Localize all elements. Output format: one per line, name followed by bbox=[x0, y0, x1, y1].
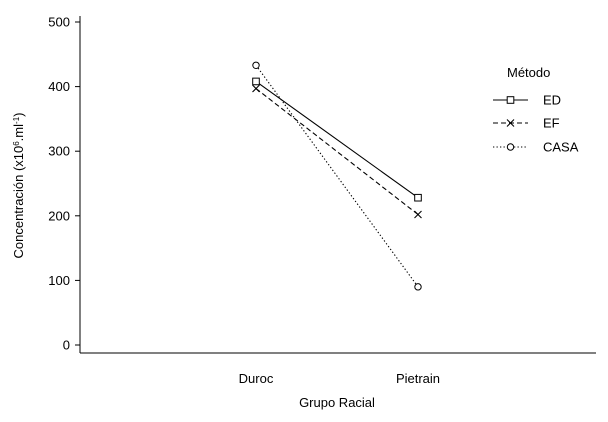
y-axis-title: Concentración (x106.ml-1) bbox=[11, 113, 26, 259]
legend-label-ef: EF bbox=[543, 116, 560, 131]
x-ticks: Duroc Pietrain bbox=[239, 371, 440, 386]
data-point-ed bbox=[414, 193, 422, 202]
series-ed bbox=[252, 77, 422, 202]
data-point-casa bbox=[414, 283, 422, 291]
legend-item-casa: CASA bbox=[493, 140, 579, 155]
y-axis-title-mid: .ml bbox=[11, 124, 26, 141]
y-axis-title-suffix: ) bbox=[11, 113, 26, 117]
data-point-ef bbox=[414, 210, 422, 219]
data-point-casa bbox=[252, 61, 260, 69]
x-tick-label: Duroc bbox=[239, 371, 274, 386]
legend: Método ED EF CASA bbox=[493, 65, 579, 155]
y-tick-label: 500 bbox=[48, 15, 70, 30]
y-axis-title-exp2: -1 bbox=[12, 116, 21, 124]
x-axis-title: Grupo Racial bbox=[299, 395, 375, 410]
series-casa bbox=[252, 61, 422, 291]
x-tick-label: Pietrain bbox=[396, 371, 440, 386]
y-tick-label: 300 bbox=[48, 144, 70, 159]
y-tick-label: 200 bbox=[48, 208, 70, 223]
y-tick-label: 100 bbox=[48, 273, 70, 288]
y-tick-label: 400 bbox=[48, 79, 70, 94]
series-line-casa bbox=[255, 64, 419, 288]
y-ticks: 0 100 200 300 400 500 bbox=[48, 15, 80, 353]
y-tick-label: 0 bbox=[63, 338, 70, 353]
series-group bbox=[252, 61, 422, 291]
legend-item-ed: ED bbox=[493, 93, 561, 108]
series-line-ed bbox=[255, 80, 419, 199]
y-axis-title-prefix: Concentración (x10 bbox=[11, 146, 26, 259]
legend-label-casa: CASA bbox=[543, 140, 579, 155]
legend-label-ed: ED bbox=[543, 93, 561, 108]
data-point-ef bbox=[252, 84, 260, 93]
series-line-ef bbox=[255, 88, 419, 215]
axes bbox=[79, 16, 596, 354]
series-ef bbox=[252, 84, 422, 219]
legend-marker-casa bbox=[506, 143, 515, 151]
legend-marker-ed bbox=[506, 96, 515, 104]
legend-item-ef: EF bbox=[493, 116, 560, 131]
data-point-ed bbox=[252, 77, 260, 86]
y-axis-title-exp1: 6 bbox=[12, 141, 21, 146]
legend-title: Método bbox=[507, 65, 550, 80]
legend-marker-ef bbox=[506, 119, 515, 127]
